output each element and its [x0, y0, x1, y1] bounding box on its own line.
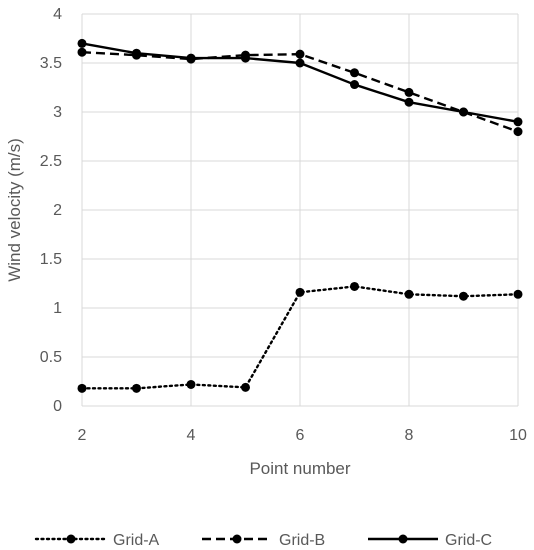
- data-point: [186, 53, 196, 63]
- legend-label: Grid-A: [113, 532, 160, 549]
- data-point: [459, 107, 468, 117]
- data-point: [404, 87, 414, 97]
- x-axis-title: Point number: [249, 459, 350, 478]
- data-point: [295, 287, 305, 297]
- data-point: [295, 49, 305, 59]
- series-grid-b: [77, 47, 523, 137]
- x-tick-label: 8: [405, 427, 414, 444]
- series-line: [80, 285, 520, 390]
- legend-item-grid-b: Grid-B: [202, 532, 325, 549]
- x-axis-ticks: 2 4 6 8 10: [78, 427, 527, 444]
- data-point: [350, 68, 359, 78]
- y-tick-label: 2.5: [40, 153, 62, 170]
- x-tick-label: 2: [78, 427, 87, 444]
- data-point: [513, 289, 523, 299]
- y-tick-label: 3.5: [40, 55, 62, 72]
- data-point: [132, 48, 141, 58]
- legend-label: Grid-C: [445, 532, 492, 549]
- y-tick-label: 0: [53, 398, 62, 415]
- y-axis-ticks: 0 0.5 1 1.5 2 2.5 3 3.5 4: [40, 6, 62, 415]
- gridlines: [81, 13, 519, 407]
- data-point: [404, 97, 414, 107]
- data-point: [513, 127, 523, 137]
- series-group: [77, 38, 523, 393]
- y-tick-label: 3: [53, 104, 62, 121]
- data-point: [77, 383, 87, 393]
- y-tick-label: 1.5: [40, 251, 62, 268]
- data-point: [295, 58, 305, 68]
- y-tick-label: 2: [53, 202, 62, 219]
- legend: Grid-A Grid-B Grid-C: [34, 532, 492, 549]
- data-point: [459, 291, 468, 301]
- legend-item-grid-c: Grid-C: [368, 532, 492, 549]
- series-grid-c: [77, 38, 523, 127]
- data-point: [350, 80, 359, 90]
- data-point: [132, 383, 141, 393]
- legend-item-grid-a: Grid-A: [34, 532, 160, 549]
- y-axis-title: Wind velocity (m/s): [5, 138, 24, 282]
- legend-swatch-marker: [398, 534, 408, 544]
- data-point: [404, 289, 414, 299]
- data-point: [241, 53, 250, 63]
- legend-swatch-marker: [66, 534, 76, 544]
- data-point: [77, 47, 87, 57]
- data-point: [77, 38, 87, 48]
- data-point: [350, 281, 359, 291]
- y-tick-label: 1: [53, 300, 62, 317]
- data-point: [513, 117, 523, 127]
- data-point: [241, 382, 250, 392]
- x-tick-label: 4: [187, 427, 196, 444]
- y-tick-label: 0.5: [40, 349, 62, 366]
- y-tick-label: 4: [53, 6, 62, 23]
- legend-label: Grid-B: [279, 532, 325, 549]
- x-tick-label: 10: [509, 427, 527, 444]
- data-point: [186, 379, 196, 389]
- series-grid-a: [77, 281, 523, 393]
- x-tick-label: 6: [296, 427, 305, 444]
- legend-swatch-marker: [232, 534, 242, 544]
